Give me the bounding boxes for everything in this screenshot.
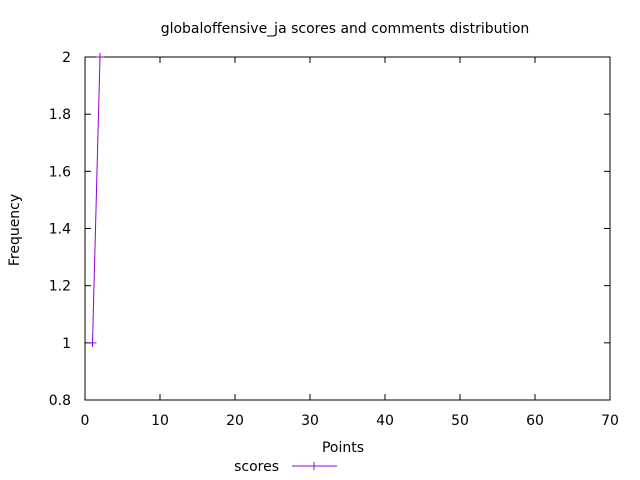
y-tick-label: 1.6 (49, 164, 71, 180)
x-tick-label: 10 (151, 413, 169, 429)
y-tick-label: 0.8 (49, 393, 71, 409)
data-point (96, 53, 104, 61)
x-tick-label: 60 (526, 413, 544, 429)
x-axis-label: Points (322, 440, 364, 456)
chart-title: globaloffensive_ja scores and comments d… (161, 21, 530, 37)
y-tick-label: 1 (62, 336, 71, 352)
legend: scores (234, 459, 337, 475)
y-tick-label: 1.8 (49, 107, 71, 123)
x-tick-label: 50 (451, 413, 469, 429)
data-point (88, 338, 97, 347)
x-tick-label: 30 (301, 413, 319, 429)
y-axis-label: Frequency (7, 194, 23, 266)
legend-marker (310, 462, 318, 470)
y-axis-ticks: 0.8 1 1.2 1.4 1.6 1.8 2 (49, 50, 610, 409)
series-line-scores (92, 56, 101, 343)
x-tick-label: 0 (81, 413, 90, 429)
x-tick-label: 40 (376, 413, 394, 429)
x-tick-label: 70 (601, 413, 619, 429)
y-tick-label: 2 (62, 50, 71, 66)
legend-label: scores (234, 459, 279, 475)
x-axis-ticks: 0 10 20 30 40 50 60 70 (81, 57, 619, 429)
y-tick-label: 1.2 (49, 279, 71, 295)
x-tick-label: 20 (226, 413, 244, 429)
plot-frame (84, 56, 611, 401)
y-tick-label: 1.4 (49, 222, 71, 238)
series-layer (88, 53, 104, 347)
